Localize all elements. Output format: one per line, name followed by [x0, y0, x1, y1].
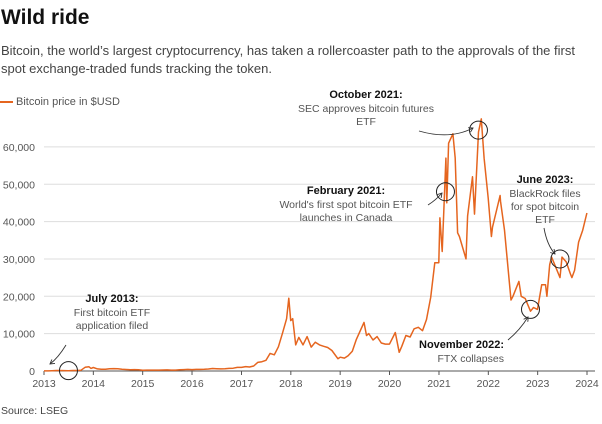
annotation-text: ETF	[535, 214, 555, 226]
x-tick-label: 2017	[230, 378, 254, 390]
chart-subtitle: Bitcoin, the world’s largest cryptocurre…	[1, 43, 575, 76]
annotation: October 2021: SEC approves bitcoin future…	[298, 89, 488, 140]
x-tick-label: 2019	[328, 378, 352, 390]
annotation-heading: February 2021:	[307, 185, 385, 197]
x-tick-label: 2016	[180, 378, 204, 390]
legend: Bitcoin price in $USD	[0, 96, 120, 108]
annotation-text: launches in Canada	[300, 212, 393, 224]
annotation-text: SEC approves bitcoin futures	[298, 103, 434, 115]
annotation-text: for spot bitcoin	[511, 201, 579, 213]
x-tick-label: 2018	[279, 378, 303, 390]
x-tick-label: 2023	[526, 378, 550, 390]
annotation-circle	[58, 361, 78, 381]
chart-title: Wild ride	[1, 6, 90, 29]
annotation-text: application filed	[76, 320, 149, 332]
annotation-heading: November 2022:	[419, 339, 504, 351]
x-tick-label: 2013	[32, 378, 56, 390]
x-tick-label: 2022	[477, 378, 501, 390]
annotation-text: ETF	[356, 116, 376, 128]
y-tick-label: 40,000	[3, 217, 35, 229]
y-tick-label: 50,000	[3, 179, 35, 191]
x-tick-label: 2020	[378, 378, 402, 390]
y-tick-label: 10,000	[3, 329, 35, 341]
annotation-arrow	[418, 128, 473, 136]
x-tick-label: 2014	[82, 378, 106, 390]
y-tick-label: 30,000	[3, 254, 35, 266]
annotation-text: FTX collapses	[437, 353, 504, 365]
annotation-heading: July 2013:	[85, 293, 138, 305]
x-tick-label: 2015	[131, 378, 155, 390]
y-tick-label: 20,000	[3, 291, 35, 303]
annotation-circle	[520, 299, 540, 319]
annotation-circle	[550, 249, 570, 269]
annotation-arrow	[543, 227, 555, 254]
legend-swatch	[0, 101, 13, 103]
y-tick-label: 60,000	[3, 142, 35, 154]
annotation-heading: June 2023:	[517, 174, 574, 186]
source-note: Source: LSEG	[1, 405, 69, 417]
annotation-heading: October 2021:	[329, 89, 402, 101]
annotation-arrow	[50, 344, 67, 364]
annotation-text: First bitcoin ETF	[74, 307, 150, 319]
x-tick-label: 2024	[575, 378, 599, 390]
annotation-arrow	[507, 317, 528, 341]
annotation-text: World's first spot bitcoin ETF	[279, 199, 412, 211]
y-tick-label: 0	[29, 366, 35, 378]
annotation: February 2021: World's first spot bitcoin…	[279, 182, 455, 224]
annotation: November 2022: FTX collapses	[419, 299, 540, 365]
annotation-arrow	[427, 193, 442, 206]
x-tick-label: 2021	[427, 378, 451, 390]
annotation-circle	[435, 182, 455, 202]
legend-label: Bitcoin price in $USD	[16, 96, 120, 108]
annotation-text: BlackRock files	[509, 188, 580, 200]
series-line-bitcoin	[44, 118, 588, 372]
